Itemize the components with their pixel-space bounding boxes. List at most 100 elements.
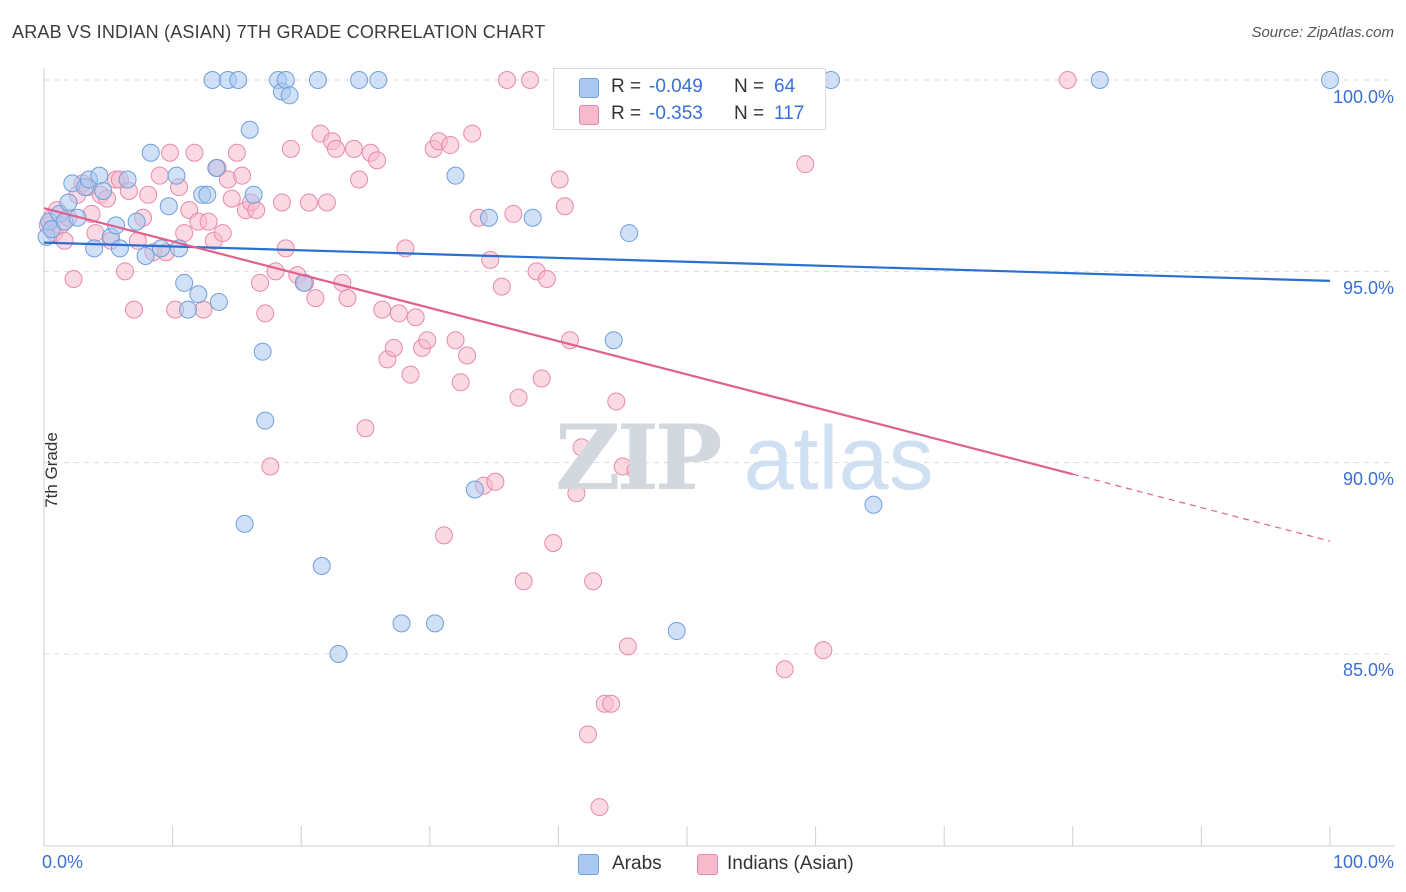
indian-point (161, 143, 180, 162)
arab-point (235, 514, 254, 533)
arab-point (152, 239, 171, 258)
legend-n-label: N = (734, 103, 765, 124)
arab-point (240, 120, 259, 139)
arab-point (209, 292, 228, 311)
indian-point (521, 71, 540, 89)
y-tick-label-85: 85.0% (1342, 660, 1394, 680)
arab-point (90, 166, 109, 185)
indian-point (1058, 71, 1077, 89)
indian-point (175, 224, 194, 243)
indian-point (590, 798, 609, 817)
indian-point (418, 331, 437, 350)
arab-point (479, 208, 498, 227)
indian-point (350, 170, 369, 189)
legend-r-value: -0.353 (649, 103, 703, 124)
indian-point (814, 641, 833, 660)
indian-point (555, 197, 574, 216)
indian-point (368, 151, 387, 170)
indian-point (532, 369, 551, 388)
legend-n-value: 64 (774, 76, 796, 97)
legend-n-value: 117 (774, 103, 805, 124)
arab-point (276, 71, 295, 89)
arab-point (127, 212, 146, 231)
indian-point (326, 139, 345, 158)
arab-point (280, 86, 299, 105)
arab-point (244, 185, 263, 204)
arab-point (159, 197, 178, 216)
x-tick-label-min: 0.0% (42, 852, 84, 872)
arab-point (667, 622, 686, 641)
indian-point (276, 239, 295, 258)
indian-point (434, 526, 453, 545)
indian-point (796, 155, 815, 174)
indian-point (261, 457, 280, 476)
arab-point (141, 143, 160, 162)
bottom-legend-swatch-indians (697, 854, 718, 875)
indian-point (256, 304, 275, 323)
legend-n-label: N = (734, 76, 765, 97)
indian-point (514, 572, 533, 591)
chart-title: ARAB VS INDIAN (ASIAN) 7TH GRADE CORRELA… (12, 22, 546, 42)
indian-point (584, 572, 603, 591)
arab-point (308, 71, 327, 89)
indian-point (139, 185, 158, 204)
arab-point (110, 239, 129, 258)
arab-point (85, 239, 104, 258)
indian-point (544, 534, 563, 553)
indian-point (451, 373, 470, 392)
arab-point (620, 224, 639, 243)
indian-point (458, 346, 477, 365)
arab-trend-line (43, 241, 1331, 282)
legend-swatch-indians (579, 105, 599, 125)
indian-point (572, 438, 591, 457)
indian-point (227, 143, 246, 162)
indian-point (272, 193, 291, 212)
indian-point (626, 461, 645, 480)
indian-point (550, 170, 569, 189)
indian-point (306, 289, 325, 308)
indian-point (567, 484, 586, 503)
arab-point (523, 208, 542, 227)
indian-point (281, 139, 300, 158)
legend-r-label: R = (611, 103, 642, 124)
arab-point (59, 193, 78, 212)
arab-point (198, 185, 217, 204)
arab-point (1321, 71, 1339, 89)
arab-point (604, 331, 623, 350)
y-axis-label: 7th Grade (41, 432, 61, 508)
arab-point (203, 71, 222, 89)
indian-point (504, 204, 523, 223)
legend-box: R = -0.049 N = 64 R = -0.353 N = 117 (553, 68, 826, 130)
bottom-legend-label-arabs: Arabs (612, 853, 662, 874)
arab-point (1090, 71, 1109, 89)
indian-point (64, 269, 83, 288)
arab-point (392, 614, 411, 633)
indian-point (602, 694, 621, 713)
arab-point (256, 411, 275, 430)
y-tick-label-95: 95.0% (1342, 278, 1394, 298)
arab-point (179, 300, 198, 319)
indian-point (492, 277, 511, 296)
indian-point (344, 139, 363, 158)
watermark: ZIP atlas (555, 405, 934, 511)
indian-point (401, 365, 420, 384)
arab-point (94, 181, 113, 200)
bottom-legend-label-indians: Indians (Asian) (727, 853, 854, 874)
arab-point (369, 71, 388, 89)
indian-point (55, 231, 74, 250)
indian-trend-line (43, 207, 1074, 476)
indian-point (537, 269, 556, 288)
arab-point (189, 285, 208, 304)
indian-point (406, 308, 425, 327)
indian-point (199, 212, 218, 231)
arab-point (207, 159, 226, 178)
indian-trend-line-extrapolated (1072, 473, 1331, 542)
arab-point (446, 166, 465, 185)
arab-point (167, 166, 186, 185)
indian-point (233, 166, 252, 185)
indian-point (384, 338, 403, 357)
indian-point (247, 201, 266, 220)
indian-point (116, 262, 135, 281)
indian-point (356, 419, 375, 438)
